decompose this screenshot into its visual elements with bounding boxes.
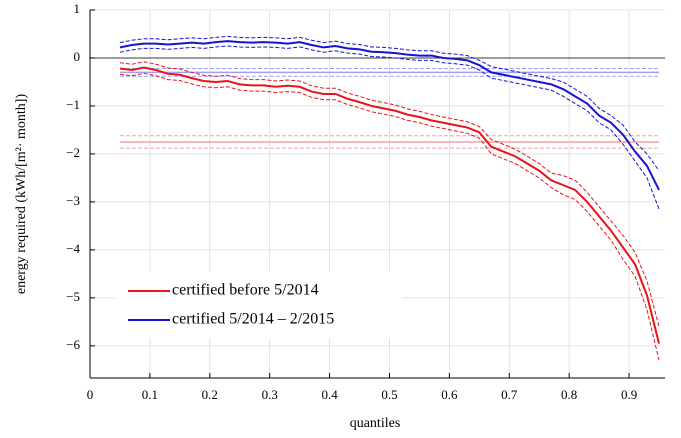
y-tick-label: −3 (66, 193, 80, 208)
y-tick-label: −4 (66, 241, 80, 256)
legend-text: certified before 5/2014 (172, 282, 319, 299)
x-tick-label: 0.6 (441, 387, 458, 402)
x-tick-label: 0.2 (202, 387, 218, 402)
confidence-band (119, 72, 660, 361)
x-tick-label: 0.3 (262, 387, 278, 402)
x-tick-label: 0 (87, 387, 94, 402)
confidence-band (119, 35, 660, 172)
series-line (119, 40, 660, 191)
y-tick-label: −6 (66, 337, 80, 352)
y-tick-label: −1 (66, 97, 80, 112)
legend-box (116, 272, 402, 338)
x-tick-label: 0.9 (621, 387, 637, 402)
x-tick-label: 0.7 (501, 387, 518, 402)
y-tick-label: −5 (66, 289, 80, 304)
x-tick-label: 0.8 (561, 387, 577, 402)
x-tick-label: 0.4 (321, 387, 338, 402)
x-tick-label: 0.1 (142, 387, 158, 402)
x-tick-label: 0.5 (381, 387, 397, 402)
confidence-band (119, 45, 660, 210)
y-tick-label: −2 (66, 145, 80, 160)
x-axis-label: quantiles (350, 416, 401, 431)
series-line (119, 66, 660, 344)
confidence-band (119, 61, 660, 327)
y-tick-label: 0 (74, 49, 81, 64)
legend-text: certified 5/2014 – 2/2015 (172, 311, 334, 328)
y-tick-label: 1 (74, 1, 81, 16)
y-axis-label: energy required (kWh/[m²· month]) (14, 94, 29, 295)
